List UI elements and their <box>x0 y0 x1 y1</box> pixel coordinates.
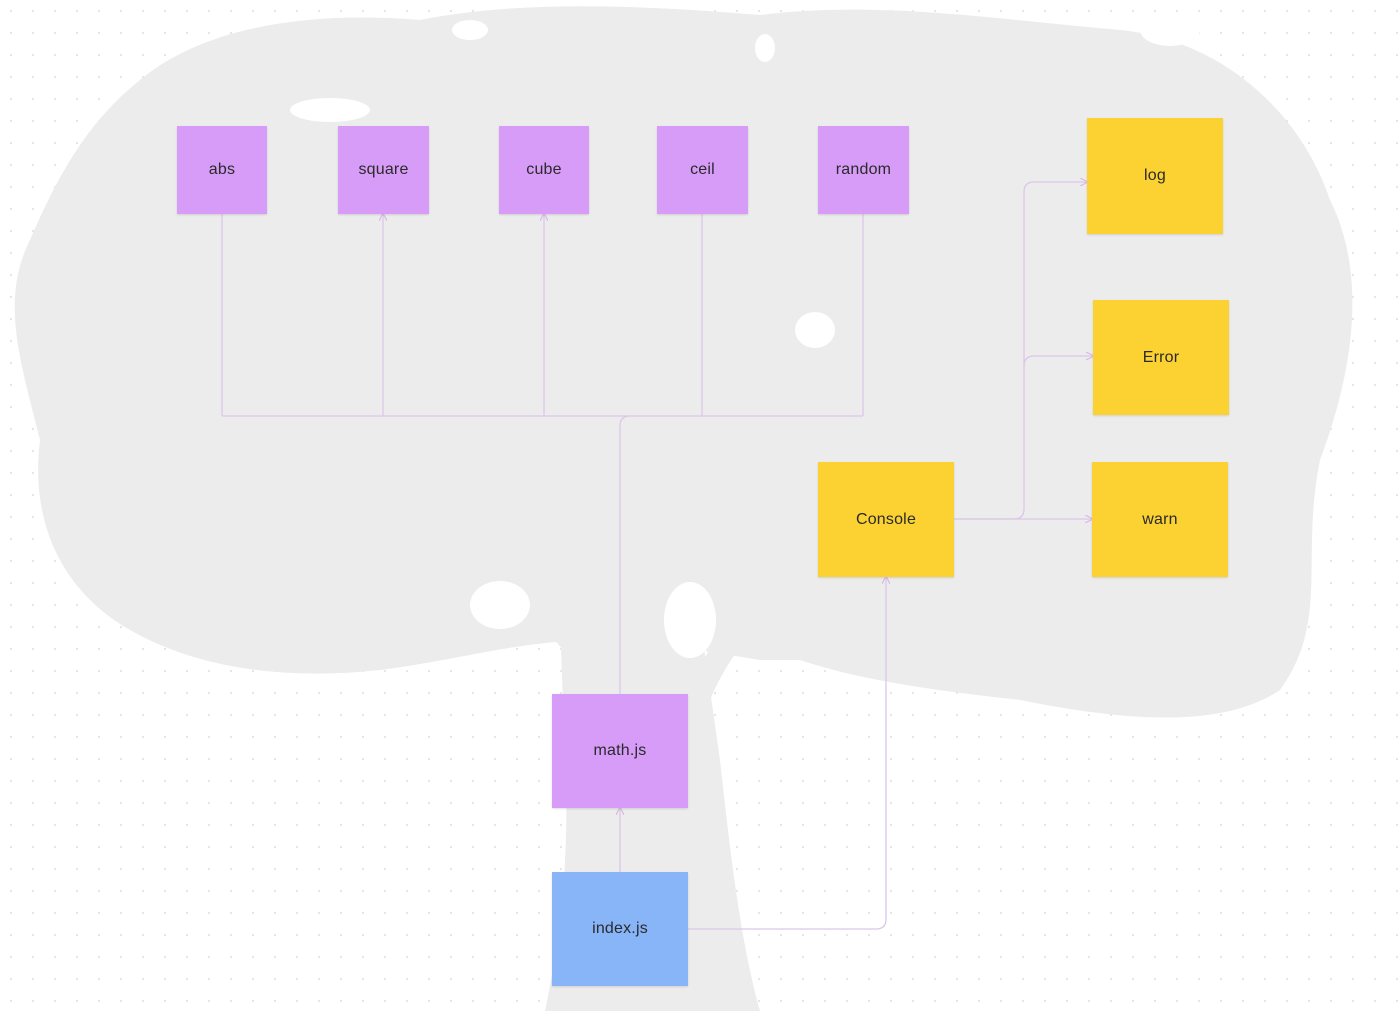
note-cube[interactable]: cube <box>499 126 589 214</box>
note-abs-label: abs <box>208 161 236 178</box>
note-index-js[interactable]: index.js <box>552 872 688 986</box>
note-square[interactable]: square <box>338 126 429 214</box>
connector-index-console <box>688 577 886 930</box>
note-log-label: log <box>1144 167 1166 184</box>
note-ceil[interactable]: ceil <box>657 126 748 214</box>
note-console[interactable]: Console <box>818 462 954 577</box>
note-square-label: square <box>358 161 409 178</box>
note-log[interactable]: log <box>1087 118 1223 234</box>
note-math-js-label: math.js <box>593 742 647 759</box>
note-math-js[interactable]: math.js <box>552 694 688 808</box>
note-error[interactable]: Error <box>1093 300 1229 415</box>
note-random[interactable]: random <box>818 126 909 214</box>
note-random-label: random <box>835 161 892 178</box>
note-warn-label: warn <box>1142 510 1178 528</box>
connector-console-error <box>1023 356 1093 367</box>
note-ceil-label: ceil <box>690 161 715 178</box>
connector-math-bus <box>619 415 631 694</box>
note-console-label: Console <box>855 510 917 528</box>
note-abs[interactable]: abs <box>177 126 267 214</box>
note-index-js-label: index.js <box>592 920 648 937</box>
note-error-label: Error <box>1142 348 1180 366</box>
note-warn[interactable]: warn <box>1092 462 1228 577</box>
connector-console-log <box>954 182 1087 520</box>
note-cube-label: cube <box>526 161 562 178</box>
